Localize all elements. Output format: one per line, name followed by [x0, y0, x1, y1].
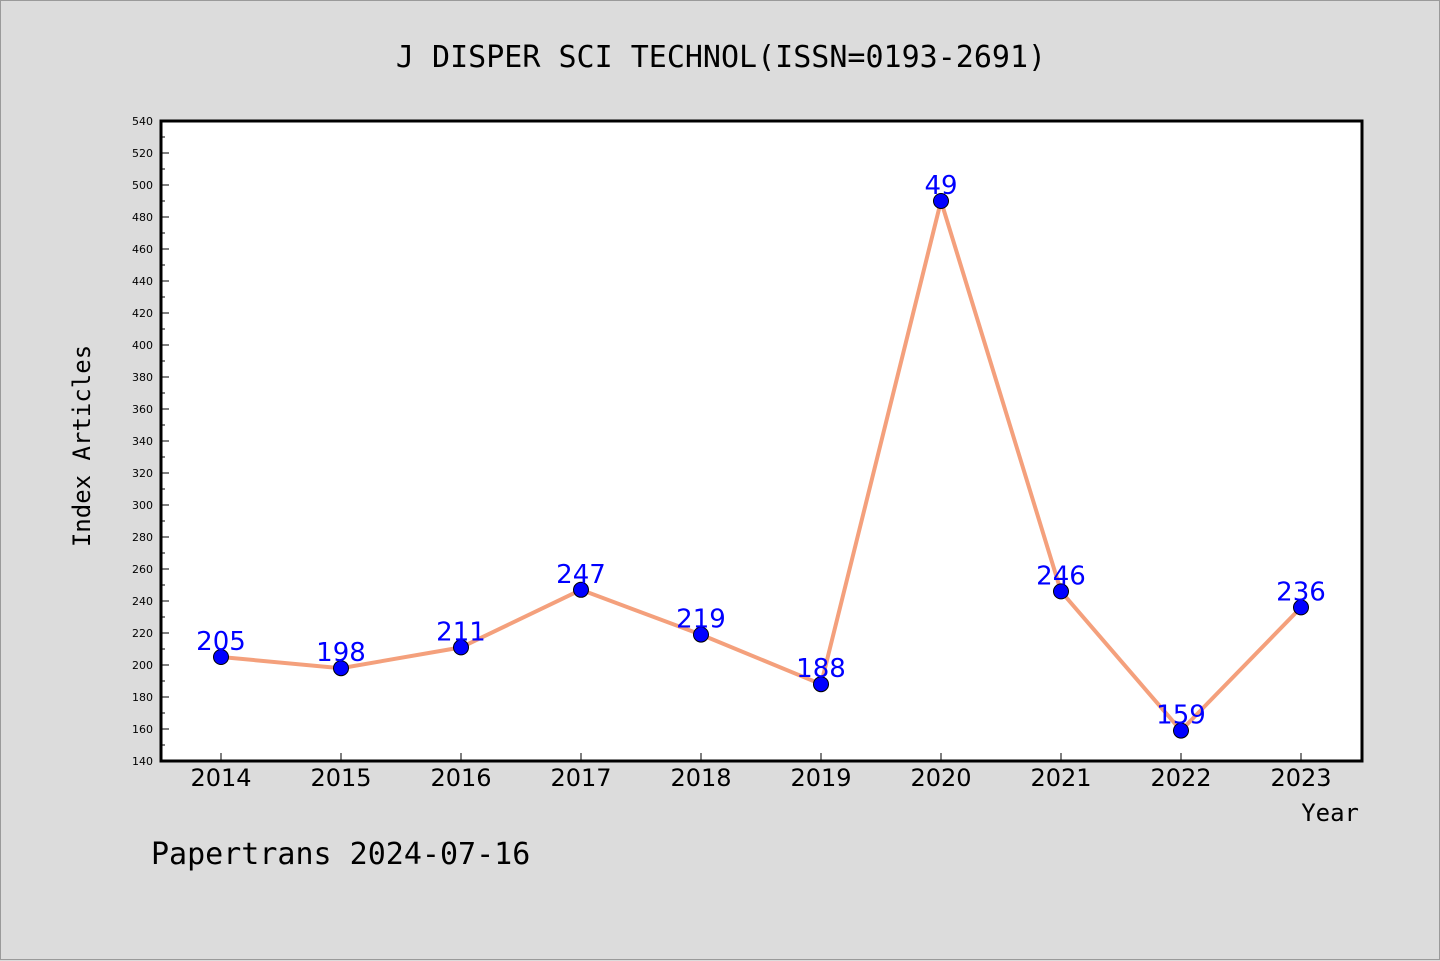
- data-point-marker: [573, 581, 589, 598]
- data-point-marker: [213, 649, 229, 665]
- y-tick-label: 280: [132, 531, 153, 544]
- x-tick-label: 2014: [190, 764, 251, 792]
- data-point-marker: [453, 639, 469, 656]
- plot-area: [161, 121, 1362, 761]
- x-tick-label: 2020: [910, 764, 971, 792]
- y-tick-label: 200: [132, 659, 153, 672]
- x-axis-label: Year: [1301, 799, 1359, 827]
- x-tick-label: 2023: [1270, 764, 1331, 792]
- y-tick-label: 380: [132, 371, 153, 384]
- y-tick-label: 520: [132, 147, 153, 160]
- series-layer: [220, 193, 1303, 734]
- data-point-marker: [933, 193, 949, 209]
- data-point-marker: [693, 626, 709, 643]
- markers-layer: [213, 193, 1309, 739]
- y-tick-label: 240: [132, 595, 153, 608]
- x-tick-label: 2021: [1030, 764, 1091, 792]
- x-tick-label: 2018: [670, 764, 731, 792]
- y-tick-label: 440: [132, 275, 153, 288]
- data-point-label: 49: [924, 171, 957, 201]
- y-tick-label: 400: [132, 339, 153, 352]
- y-tick-label: 360: [132, 403, 153, 416]
- y-tick-label: 320: [132, 467, 153, 480]
- plot-border: [159, 119, 1364, 763]
- data-point-marker: [1293, 599, 1309, 616]
- data-point-marker: [1173, 722, 1189, 739]
- data-point-marker: [333, 660, 349, 677]
- data-labels-layer: 205 198 211 247 219 188 49 246 159 236: [196, 171, 1326, 731]
- y-tick-label: 420: [132, 307, 153, 320]
- y-tick-label: 140: [132, 755, 153, 768]
- y-tick-label: 340: [132, 435, 153, 448]
- y-axis-ticks: 140 160 180 200 220 240 260 280 300 320 340 360 380 4…: [132, 115, 169, 768]
- data-point-label: 246: [1036, 561, 1086, 591]
- data-point-label: 198: [316, 638, 366, 668]
- y-tick-label: 480: [132, 211, 153, 224]
- x-axis-ticks: 2014 2015 2016 2017 2018 2019 2020 2021 2022 2023: [190, 753, 1332, 792]
- x-tick-label: 2016: [430, 764, 491, 792]
- y-tick-label: 460: [132, 243, 153, 256]
- x-tick-label: 2015: [310, 764, 371, 792]
- data-point-label: 211: [436, 617, 486, 647]
- y-tick-label: 220: [132, 627, 153, 640]
- data-point-marker: [813, 676, 829, 693]
- data-point-label: 219: [676, 605, 726, 635]
- data-point-label: 236: [1276, 577, 1326, 607]
- y-tick-label: 160: [132, 723, 153, 736]
- data-point-label: 188: [796, 654, 846, 684]
- y-tick-label: 180: [132, 691, 153, 704]
- data-point-label: 205: [196, 627, 246, 657]
- x-tick-label: 2017: [550, 764, 611, 792]
- x-tick-label: 2019: [790, 764, 851, 792]
- x-tick-label: 2022: [1150, 764, 1211, 792]
- y-tick-label: 540: [132, 115, 153, 128]
- y-tick-label: 500: [132, 179, 153, 192]
- series-line: [220, 193, 1303, 734]
- footer-source: Papertrans 2024-07-16: [151, 837, 530, 872]
- y-tick-label: 260: [132, 563, 153, 576]
- chart-title: J DISPER SCI TECHNOL(ISSN=0193-2691): [396, 40, 1046, 75]
- data-point-marker: [1053, 583, 1069, 600]
- y-axis-label: Index Articles: [68, 345, 96, 547]
- data-point-label: 159: [1156, 701, 1206, 731]
- y-tick-label: 300: [132, 499, 153, 512]
- data-point-label: 247: [556, 560, 606, 590]
